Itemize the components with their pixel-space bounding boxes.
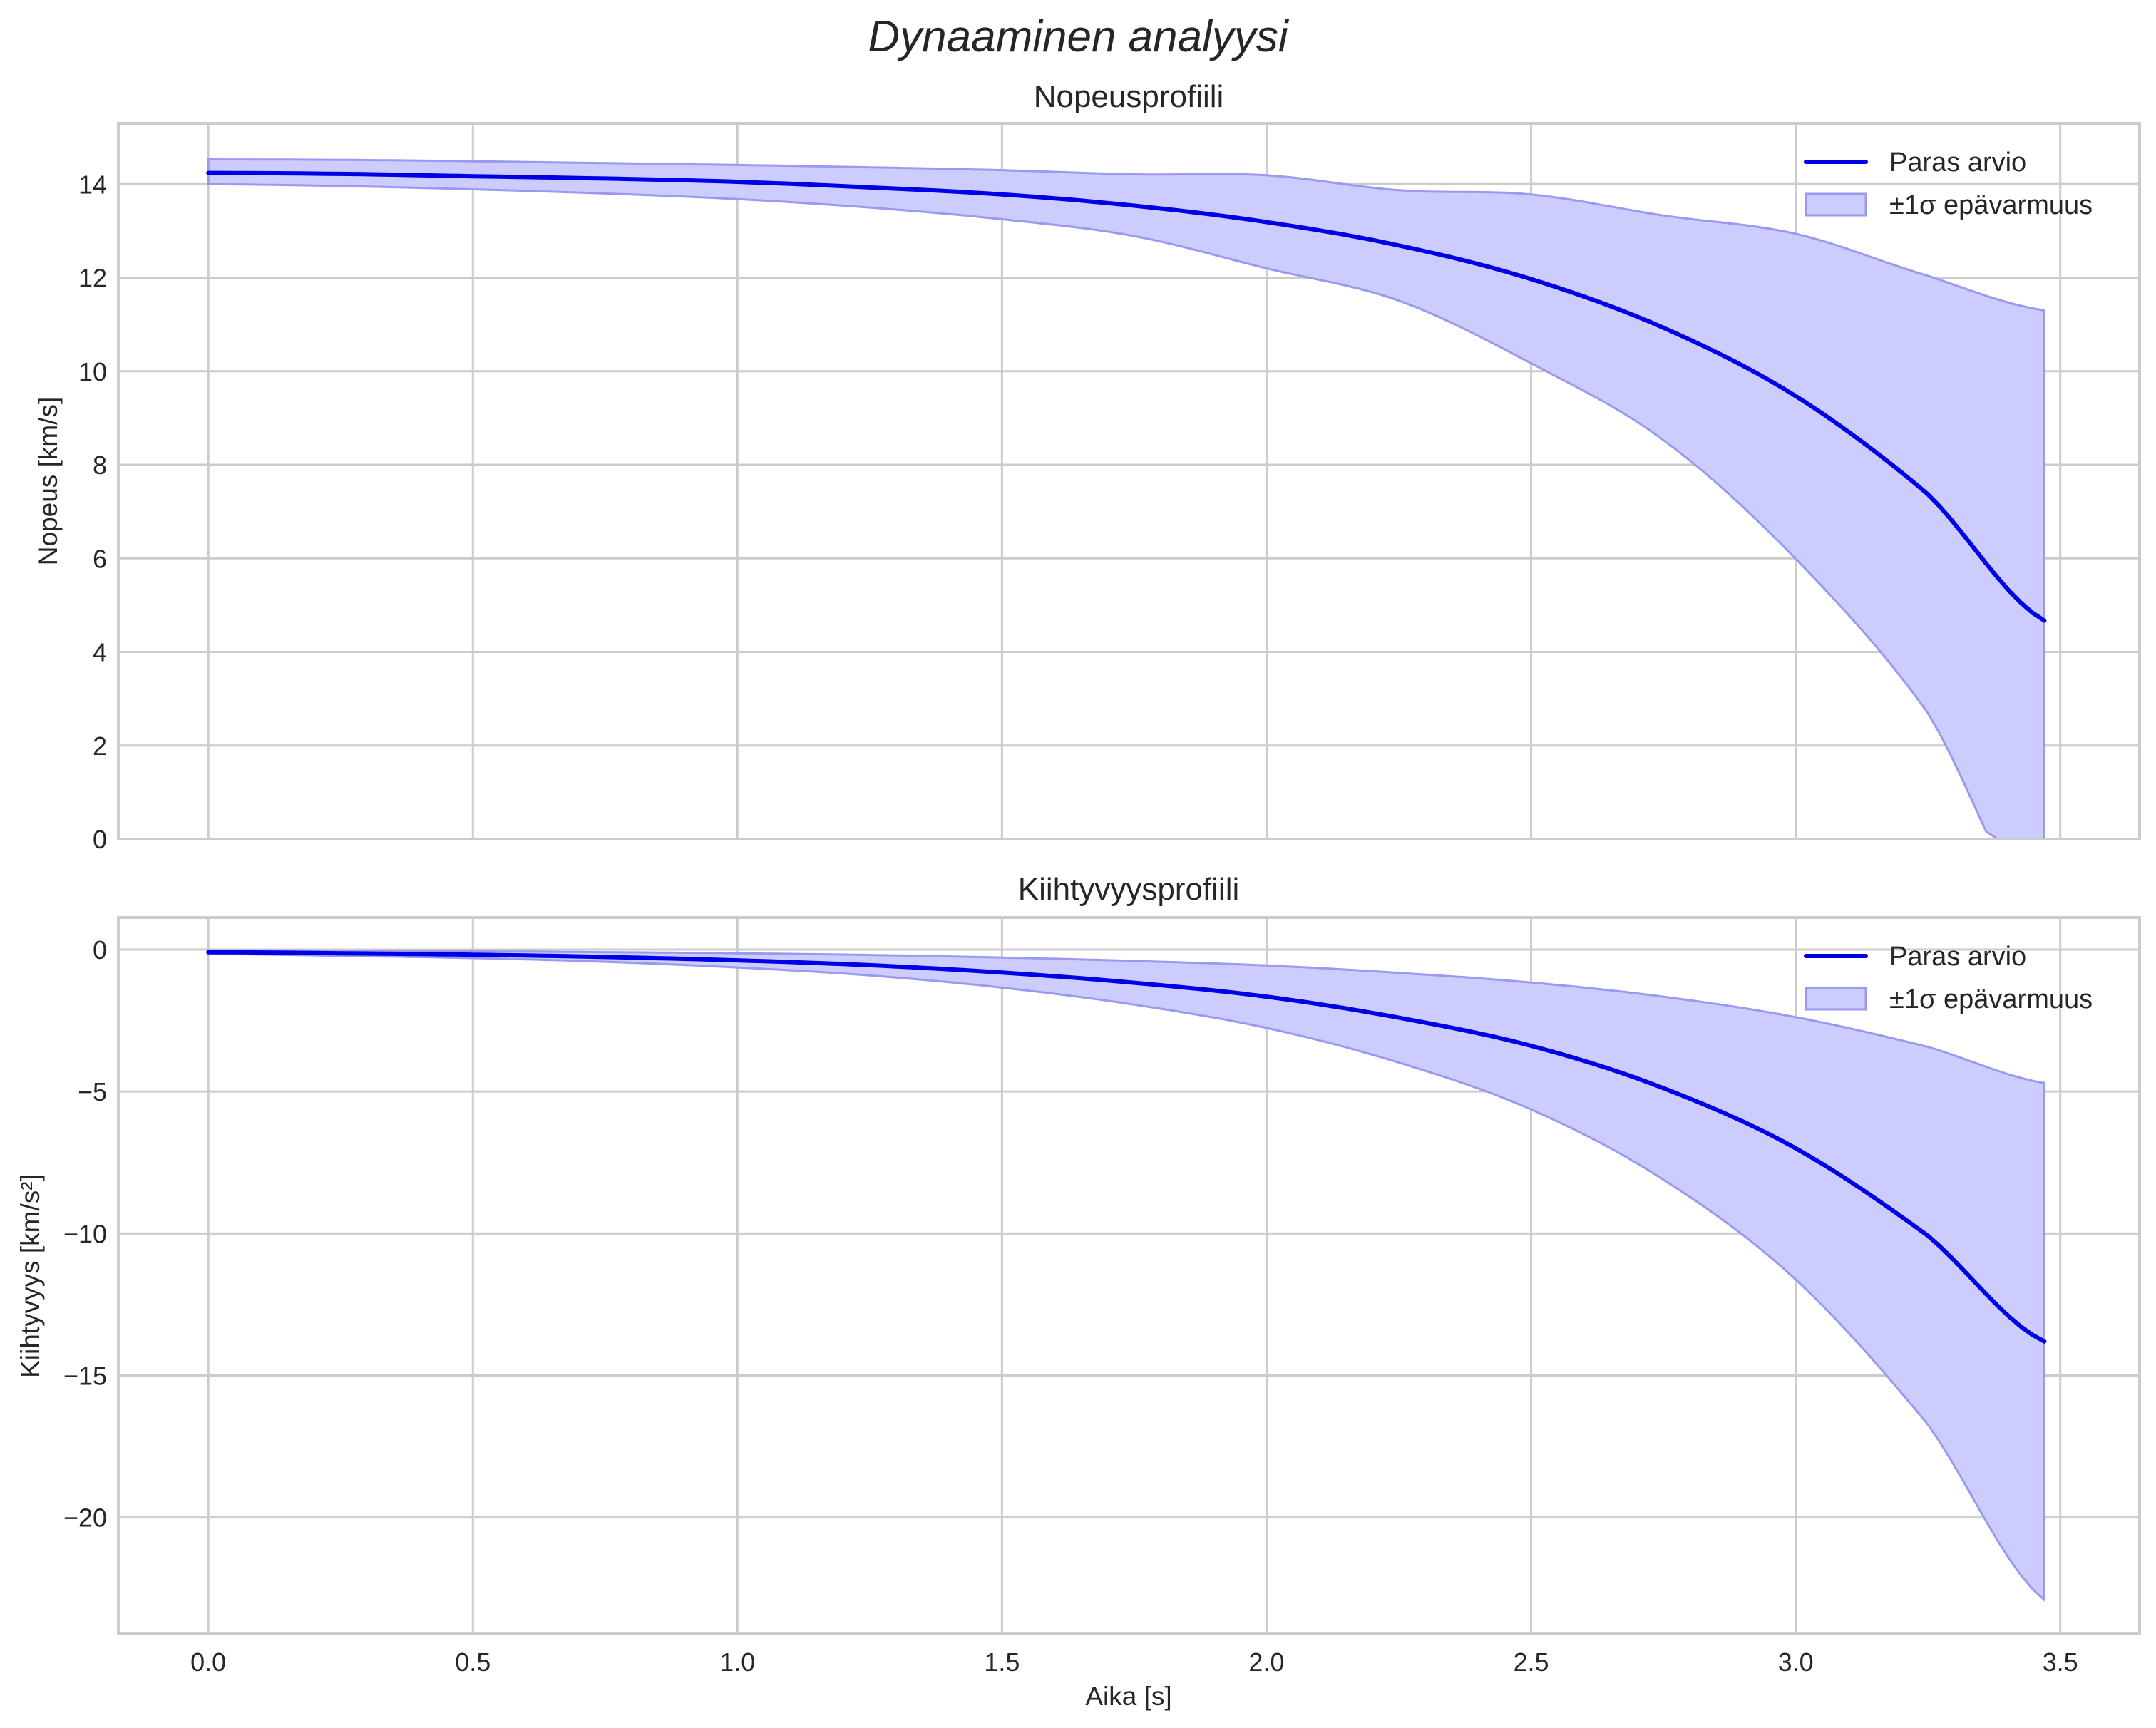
velocity-axes: Nopeusprofiili 0 2 4 6 8 10 12 14 Nopeus [km/s]… xyxy=(34,79,2141,854)
y-tick-label: −20 xyxy=(63,1503,107,1533)
y-tick-label: 6 xyxy=(93,544,107,573)
acceleration-legend: Paras arvio ±1σ epävarmuus xyxy=(1804,942,2093,1014)
velocity-y-axis-label: Nopeus [km/s] xyxy=(34,397,63,565)
legend-label-best-estimate: Paras arvio xyxy=(1889,942,2026,972)
y-tick-label: 0 xyxy=(93,825,107,854)
y-tick-label: 14 xyxy=(78,170,107,199)
acceleration-x-ticks: 0.0 0.5 1.0 1.5 2.0 2.5 3.0 3.5 xyxy=(190,1647,2078,1677)
x-tick-label: 2.0 xyxy=(1248,1647,1284,1677)
y-tick-label: 0 xyxy=(93,935,107,965)
x-axis-label: Aika [s] xyxy=(1085,1682,1171,1711)
velocity-axes-frame xyxy=(117,122,2141,840)
y-tick-label: −5 xyxy=(78,1077,107,1106)
x-tick-label: 0.5 xyxy=(455,1647,491,1677)
velocity-best-estimate-line xyxy=(206,170,2047,623)
y-tick-label: 8 xyxy=(93,451,107,480)
x-tick-label: 2.5 xyxy=(1514,1647,1549,1677)
y-tick-label: −15 xyxy=(63,1362,107,1391)
y-tick-label: 2 xyxy=(93,731,107,761)
y-tick-label: 12 xyxy=(78,264,107,293)
figure-title: Dynaaminen analyysi xyxy=(868,12,1290,61)
acceleration-best-estimate-line xyxy=(206,950,2047,1344)
x-tick-label: 1.0 xyxy=(719,1647,755,1677)
acceleration-y-axis-label: Kiihtyvyys [km/s²] xyxy=(16,1174,45,1378)
x-tick-label: 1.5 xyxy=(984,1647,1020,1677)
velocity-legend: Paras arvio ±1σ epävarmuus xyxy=(1804,148,2093,220)
x-tick-label: 3.0 xyxy=(1778,1647,1814,1677)
velocity-subplot-title: Nopeusprofiili xyxy=(1034,79,1224,114)
legend-label-uncertainty: ±1σ epävarmuus xyxy=(1889,984,2093,1014)
y-tick-label: −10 xyxy=(63,1219,107,1248)
y-tick-label: 4 xyxy=(93,638,107,667)
y-tick-label: 10 xyxy=(78,357,107,386)
x-tick-label: 0.0 xyxy=(190,1647,226,1677)
velocity-y-ticks: 0 2 4 6 8 10 12 14 xyxy=(78,170,107,854)
acceleration-axes-frame xyxy=(117,916,2141,1635)
acceleration-y-ticks: 0 −5 −10 −15 −20 xyxy=(63,935,107,1533)
acceleration-uncertainty-band xyxy=(207,949,2045,1603)
legend-band-swatch xyxy=(1805,987,1867,1011)
legend-band-swatch xyxy=(1805,192,1867,217)
legend-label-best-estimate: Paras arvio xyxy=(1889,148,2026,178)
acceleration-axes: Kiihtyvyysprofiili 0 −5 −10 −15 −20 0.0 0.5 1.… xyxy=(16,872,2141,1711)
acceleration-subplot-title: Kiihtyvyysprofiili xyxy=(1018,872,1240,907)
velocity-uncertainty-band xyxy=(207,158,2045,840)
x-tick-label: 3.5 xyxy=(2043,1647,2078,1677)
legend-label-uncertainty: ±1σ epävarmuus xyxy=(1889,190,2093,220)
